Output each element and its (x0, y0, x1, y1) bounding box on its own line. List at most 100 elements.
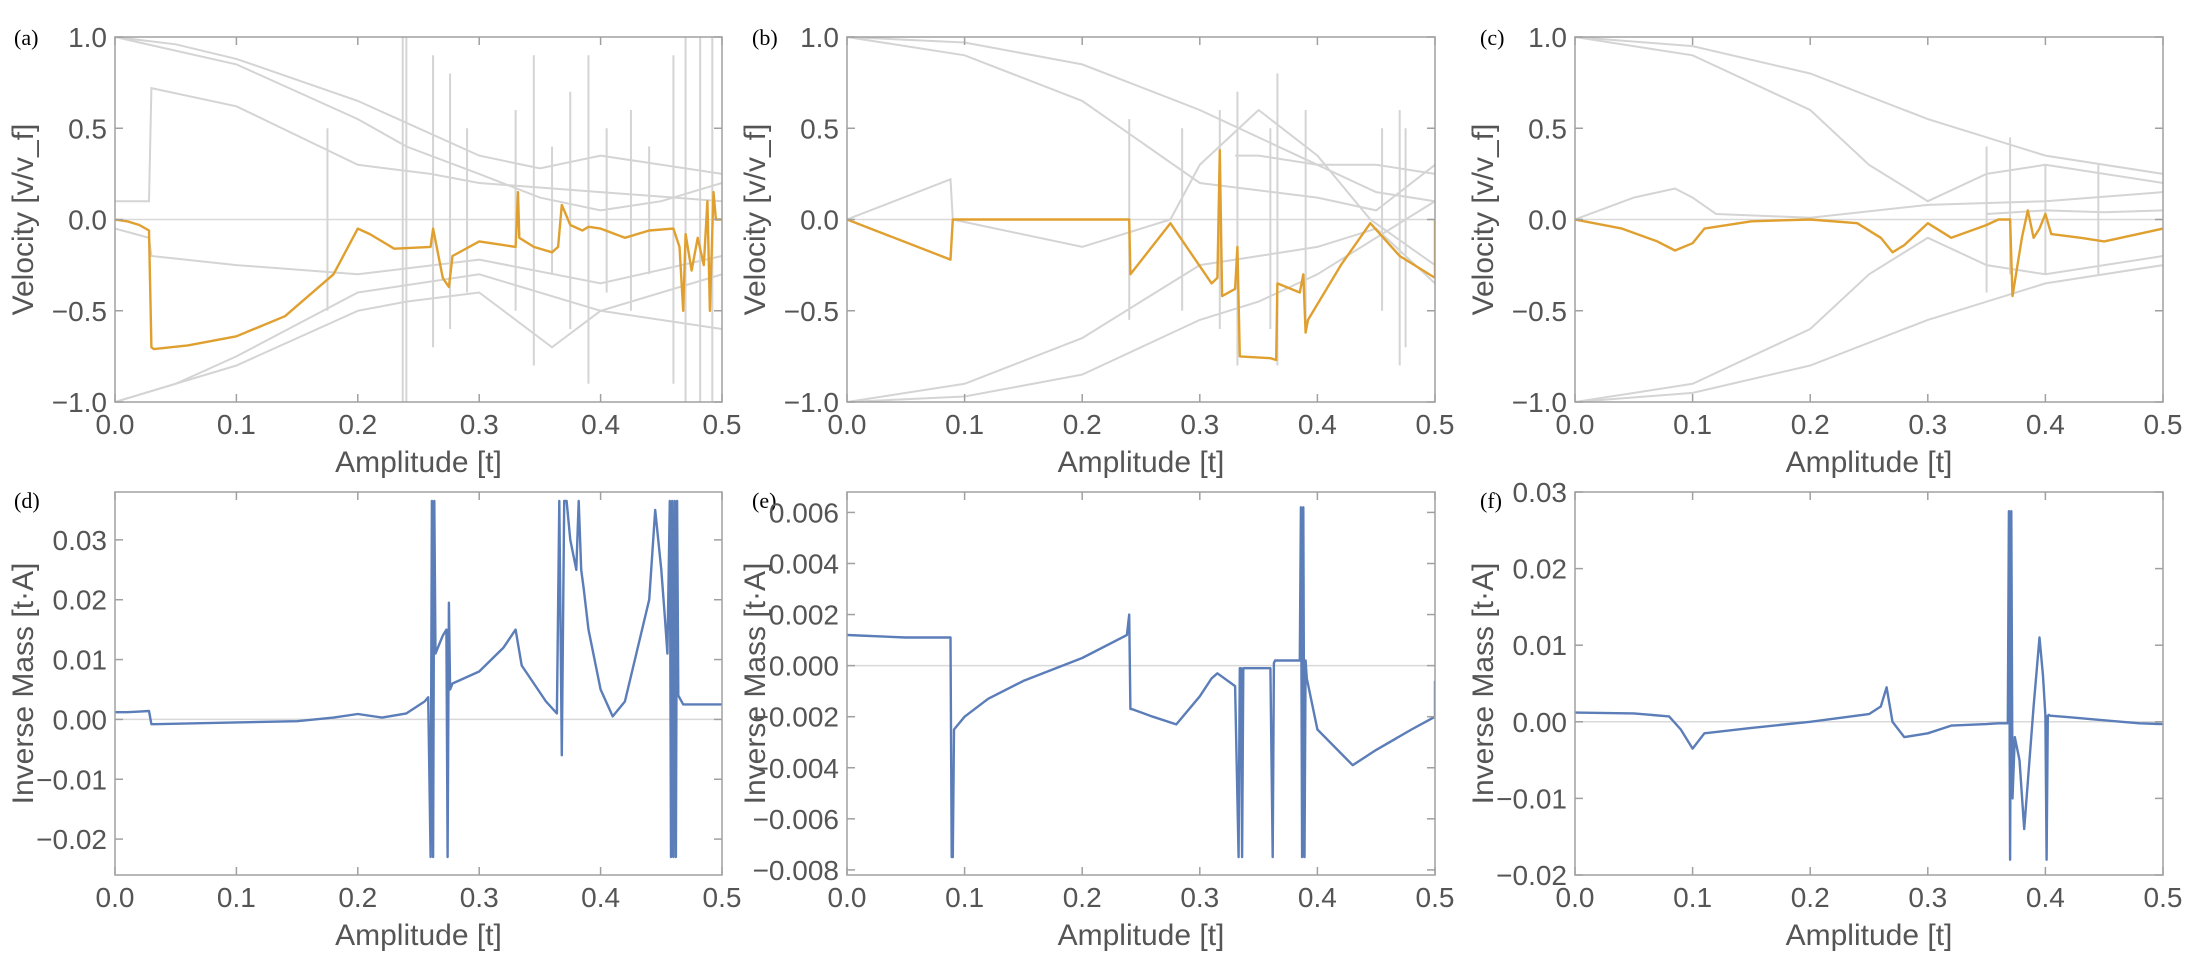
y-tick-label: 0.01 (53, 645, 108, 676)
y-axis-title: Inverse Mass [t·A] (1467, 563, 1500, 805)
y-tick-label: 0.00 (53, 704, 108, 735)
plot-area (1575, 510, 2163, 861)
x-axis-title: Amplitude [t] (1786, 446, 1953, 479)
x-axis-title: Amplitude [t] (1786, 919, 1953, 952)
y-tick-label: −0.5 (1512, 296, 1567, 327)
background-series-line (847, 108, 1435, 266)
y-tick-label: −0.01 (36, 764, 107, 795)
plot-area (1575, 37, 2163, 402)
y-axis-title: Inverse Mass [t·A] (7, 563, 40, 805)
x-tick-label: 0.1 (217, 409, 256, 440)
series-line (1575, 510, 2163, 861)
panel-a: (a) 0.0 0.1 0.2 0.3 0.4 0.5 −1.0 −0.5 0.0 0.5 1.0 Am… (7, 22, 741, 479)
x-tick-label: 0.1 (1673, 409, 1712, 440)
y-tick-label: −0.002 (753, 702, 839, 733)
y-tick-label: −0.02 (36, 824, 107, 855)
x-tick-label: 0.3 (1180, 409, 1219, 440)
panel-b: (b) 0.0 0.1 0.2 0.3 0.4 0.5 −1.0 −0.5 0.0 0.5 1.0 Am… (739, 22, 1454, 479)
x-tick-label: 0.5 (2144, 882, 2183, 913)
y-tick-label: 1.0 (1528, 22, 1567, 53)
x-axis-title: Amplitude [t] (1058, 919, 1225, 952)
background-series-line (1575, 236, 2163, 402)
x-tick-label: 0.0 (828, 882, 867, 913)
y-tick-label: −0.008 (753, 855, 839, 886)
x-tick-label: 0.2 (1063, 409, 1102, 440)
y-tick-label: 0.02 (1513, 554, 1568, 585)
x-tick-label: 0.1 (945, 882, 984, 913)
y-tick-label: 0.0 (1528, 205, 1567, 236)
y-tick-label: 0.03 (53, 525, 108, 556)
y-tick-label: −1.0 (52, 387, 107, 418)
y-tick-label: 0.0 (800, 205, 839, 236)
x-tick-label: 0.2 (1791, 882, 1830, 913)
x-tick-label: 0.3 (1908, 882, 1947, 913)
highlight-series-line (115, 190, 722, 351)
series-line (847, 506, 1435, 859)
x-tick-label: 0.4 (1298, 882, 1337, 913)
highlight-series-line (1575, 209, 2163, 298)
x-tick-label: 0.0 (828, 409, 867, 440)
x-axis-title: Amplitude [t] (335, 446, 502, 479)
x-tick-label: 0.3 (1180, 882, 1219, 913)
x-tick-label: 0.5 (703, 882, 742, 913)
x-tick-label: 0.2 (1063, 882, 1102, 913)
x-tick-label: 0.3 (460, 882, 499, 913)
x-tick-label: 0.4 (2026, 409, 2065, 440)
panel-c: (c) 0.0 0.1 0.2 0.3 0.4 0.5 −1.0 −0.5 0.0 0.5 1.0 Am… (1467, 22, 2182, 479)
y-axis-title: Velocity [v/v_f] (7, 124, 40, 316)
background-series-line (115, 37, 722, 212)
x-tick-label: 0.2 (1791, 409, 1830, 440)
x-tick-label: 0.5 (1416, 409, 1455, 440)
background-series-line (115, 273, 722, 402)
y-tick-label: 0.01 (1513, 630, 1568, 661)
y-tick-label: 1.0 (800, 22, 839, 53)
y-tick-label: −0.5 (52, 296, 107, 327)
y-tick-label: 0.004 (769, 548, 839, 579)
x-tick-label: 0.3 (460, 409, 499, 440)
background-series-line (847, 37, 1435, 203)
background-series-line (1575, 37, 2163, 175)
y-axis-title: Inverse Mass [t·A] (739, 563, 772, 805)
x-tick-label: 0.4 (581, 882, 620, 913)
y-tick-label: −0.004 (753, 753, 839, 784)
x-tick-label: 0.0 (96, 882, 135, 913)
y-tick-label: −0.02 (1496, 860, 1567, 891)
panel-label: (a) (14, 25, 38, 50)
x-tick-label: 0.1 (945, 409, 984, 440)
y-tick-label: −0.006 (753, 804, 839, 835)
x-tick-label: 0.0 (1556, 882, 1595, 913)
background-series-line (115, 86, 722, 203)
y-axis-title: Velocity [v/v_f] (739, 124, 772, 316)
y-tick-label: 0.002 (769, 600, 839, 631)
x-axis-title: Amplitude [t] (335, 919, 502, 952)
background-series-line (1575, 264, 2163, 402)
x-tick-label: 0.5 (703, 409, 742, 440)
x-tick-label: 0.4 (2026, 882, 2065, 913)
x-tick-label: 0.3 (1908, 409, 1947, 440)
x-tick-label: 0.1 (1673, 882, 1712, 913)
panel-label: (e) (752, 488, 776, 513)
background-series-line (1575, 187, 2163, 221)
plot-area (115, 499, 722, 859)
plot-area (847, 506, 1435, 859)
x-tick-label: 0.5 (1416, 882, 1455, 913)
background-series-line (1986, 209, 2163, 215)
panel-label: (c) (1480, 25, 1504, 50)
plot-area (115, 37, 722, 402)
y-tick-label: −0.01 (1496, 783, 1567, 814)
x-tick-label: 0.5 (2144, 409, 2183, 440)
y-tick-label: 0.5 (800, 113, 839, 144)
background-series-line (847, 37, 1435, 212)
plot-frame (114, 491, 723, 876)
plot-area (847, 37, 1435, 402)
panel-d: (d) 0.0 0.1 0.2 0.3 0.4 0.5 −0.02 −0.01 0.00 0.01 0… (7, 488, 741, 952)
x-tick-label: 0.2 (338, 409, 377, 440)
background-series-line (115, 37, 722, 175)
x-tick-label: 0.0 (1556, 409, 1595, 440)
x-tick-label: 0.0 (96, 409, 135, 440)
y-tick-label: 0.5 (1528, 113, 1567, 144)
background-series-line (1235, 154, 1435, 175)
x-axis-title: Amplitude [t] (1058, 446, 1225, 479)
x-tick-label: 0.2 (338, 882, 377, 913)
panel-label: (b) (752, 25, 778, 50)
